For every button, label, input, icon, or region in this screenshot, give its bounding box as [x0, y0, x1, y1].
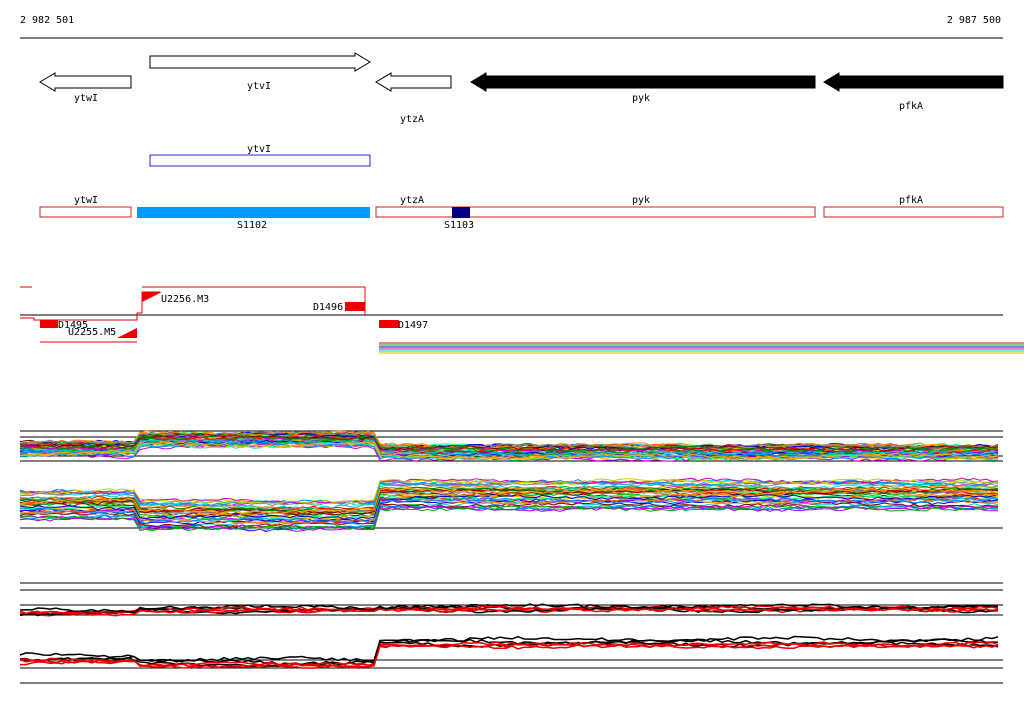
feature-label: pyk — [632, 195, 650, 206]
trace — [19, 503, 999, 531]
gene-arrow — [470, 72, 816, 92]
feature-box — [39, 206, 132, 218]
trace — [19, 635, 999, 663]
gene-arrow — [375, 72, 452, 92]
trace — [19, 477, 999, 504]
trace — [19, 494, 999, 522]
trace — [19, 441, 999, 461]
segment-label: D1496 — [313, 302, 343, 313]
segment-mark — [379, 320, 399, 328]
ruler-start: 2 982 501 — [20, 15, 74, 26]
trace — [19, 641, 999, 669]
segment-mark — [345, 302, 365, 311]
trace — [19, 433, 999, 452]
trace — [19, 478, 999, 505]
gene-arrow — [149, 52, 371, 72]
trace — [19, 485, 999, 513]
gene-arrow — [823, 72, 1004, 92]
feature-label: S1103 — [444, 220, 474, 231]
feature-box — [823, 206, 1004, 218]
gene-label: pfkA — [899, 101, 923, 112]
trace — [19, 482, 999, 510]
segment-mark — [40, 320, 58, 328]
trace — [19, 497, 999, 525]
feature-label: ytzA — [400, 195, 424, 206]
feature-fill — [137, 207, 370, 218]
trace — [19, 493, 999, 520]
gene-label: ytwI — [74, 93, 98, 104]
expression-traces — [19, 342, 1024, 684]
segment-label: D1497 — [398, 320, 428, 331]
gene-arrow — [39, 72, 132, 92]
trace — [19, 430, 998, 450]
feature-fill — [452, 207, 470, 218]
segment-mark — [142, 292, 162, 302]
trace — [19, 504, 998, 532]
feature-label: pfkA — [899, 195, 923, 206]
ruler-end: 2 987 500 — [947, 15, 1001, 26]
annotation-label: ytvI — [247, 144, 271, 155]
segment-mark — [117, 328, 137, 338]
feature-box — [375, 206, 816, 218]
segment-line — [20, 291, 160, 321]
gene-label: pyk — [632, 93, 650, 104]
segment-label: U2256.M3 — [161, 294, 209, 305]
trace — [19, 487, 999, 515]
segment-label: U2255.M5 — [68, 327, 116, 338]
gene-label: ytvI — [247, 81, 271, 92]
trace — [19, 641, 999, 669]
trace — [19, 488, 999, 515]
gene-label: ytzA — [400, 114, 424, 125]
trace — [19, 605, 999, 617]
trace — [20, 441, 999, 461]
segment-label: D1495 — [58, 320, 88, 331]
trace — [19, 441, 999, 460]
trace — [19, 434, 999, 453]
feature-label: S1102 — [237, 220, 267, 231]
feature-label: ytwI — [74, 195, 98, 206]
trace — [19, 605, 999, 615]
annotation-box — [149, 154, 371, 167]
